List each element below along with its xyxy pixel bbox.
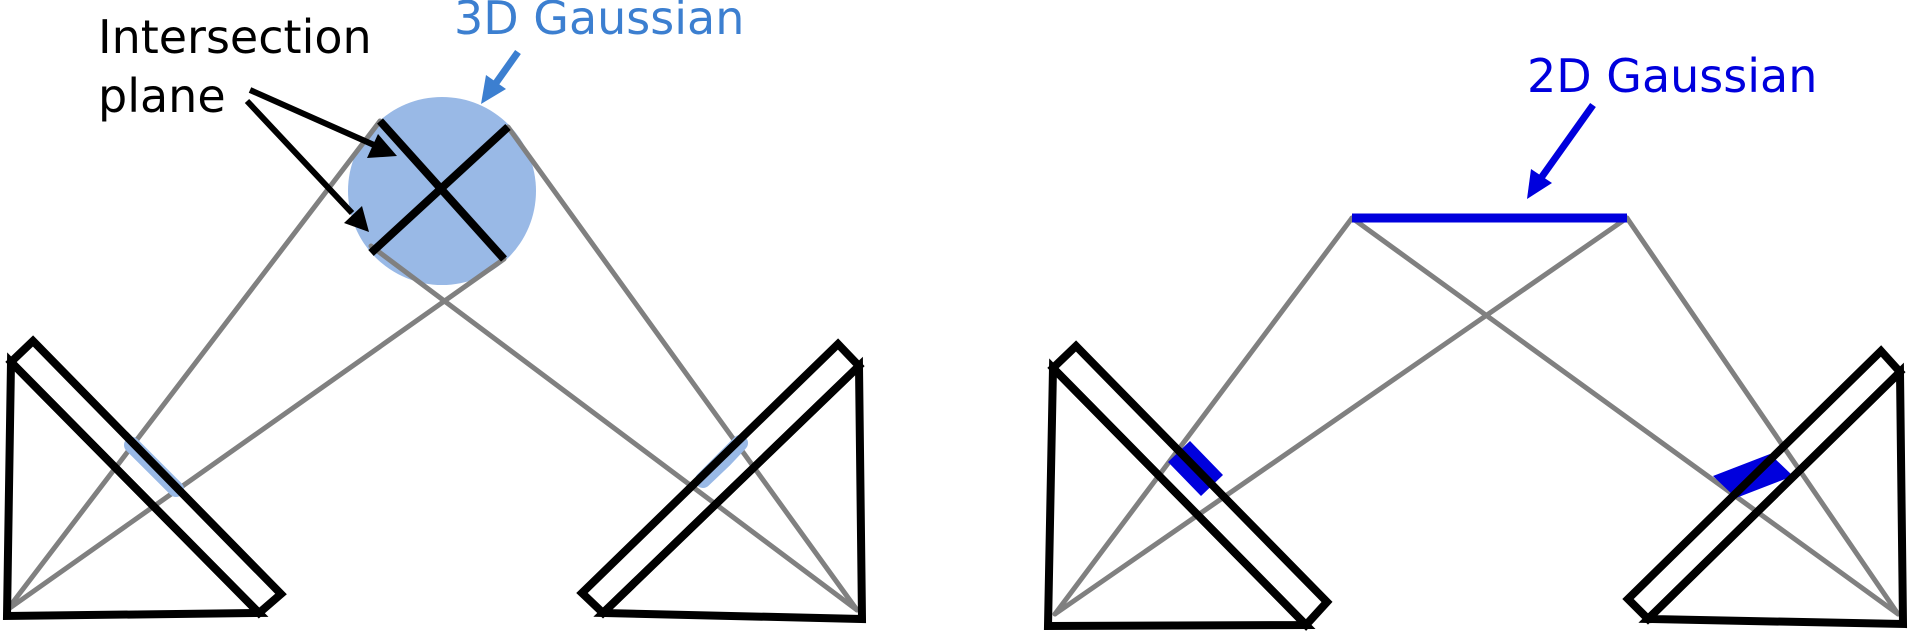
arrow-line (248, 87, 376, 148)
intersection-label-line2: plane (98, 69, 226, 123)
camera-left-2d (1043, 340, 1333, 631)
camera-right (576, 338, 867, 624)
image-plane (1047, 340, 1333, 631)
image-plane (5, 335, 287, 619)
ray (368, 243, 860, 613)
arrow-head-icon (1527, 169, 1552, 199)
ray (1052, 215, 1355, 617)
image-plane (576, 338, 865, 619)
gaussian-3d-arrow (481, 49, 521, 104)
camera-rays-left (4, 118, 860, 613)
ray (1052, 215, 1630, 617)
gaussian-3d-label: 3D Gaussian (454, 0, 744, 45)
scene-3d-gaussian: Intersection plane 3D Gaussian (2, 0, 867, 624)
arrow-head-icon (367, 134, 397, 158)
camera-left (2, 335, 287, 621)
intersection-plane-label: Intersection plane (98, 10, 386, 123)
ray (505, 124, 860, 613)
arrow-head-icon (481, 75, 506, 104)
gaussian-2d-arrow (1527, 102, 1596, 199)
image-plane (1622, 345, 1906, 625)
ray (1349, 215, 1901, 617)
ray (1624, 215, 1901, 617)
camera-right-2d (1622, 345, 1908, 629)
arrow-line (1538, 102, 1596, 181)
intersection-plane (368, 124, 511, 256)
arrow-line (244, 98, 355, 216)
scene-2d-gaussian: 2D Gaussian (1043, 49, 1908, 631)
intersection-planes (368, 118, 511, 262)
camera-rays-right (1052, 215, 1901, 617)
ray (4, 256, 507, 613)
arrow-line (493, 49, 521, 86)
gaussian-2d-label: 2D Gaussian (1527, 49, 1817, 103)
intersection-arrows (244, 87, 397, 232)
ray (4, 118, 383, 613)
arrow-head-icon (344, 206, 369, 232)
intersection-label-line1: Intersection (98, 10, 372, 64)
